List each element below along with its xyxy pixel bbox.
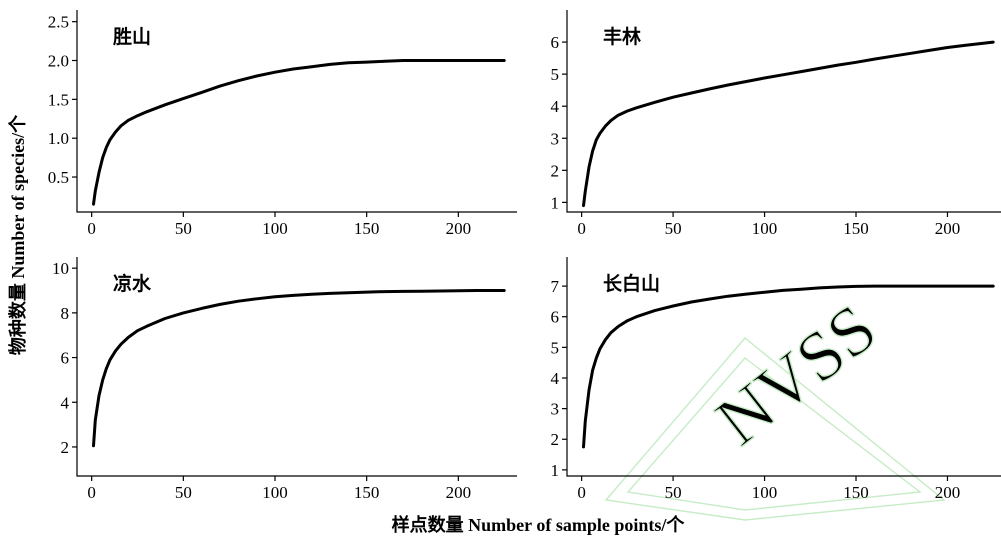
y-tick-label: 3 <box>551 400 560 419</box>
y-tick-label: 10 <box>52 259 69 278</box>
y-axis-title: 物种数量 Number of species/个 <box>7 114 28 355</box>
x-tick-label: 100 <box>262 483 288 502</box>
axis-spine <box>76 10 517 213</box>
y-tick-label: 4 <box>551 369 560 388</box>
x-tick-label: 100 <box>752 219 778 238</box>
y-tick-label: 3 <box>551 129 560 148</box>
x-tick-label: 50 <box>665 219 682 238</box>
x-tick-label: 200 <box>446 219 472 238</box>
y-tick-label: 1 <box>551 193 560 212</box>
y-tick-label: 6 <box>61 349 70 368</box>
panel-title: 长白山 <box>603 272 660 295</box>
x-tick-label: 0 <box>577 219 586 238</box>
x-tick-label: 50 <box>175 219 192 238</box>
y-tick-label: 2 <box>551 161 560 180</box>
y-tick-label: 2 <box>61 438 70 457</box>
y-tick-label: 5 <box>551 338 560 357</box>
x-tick-label: 0 <box>87 483 96 502</box>
chart-panel-1: 0 50 100 150 200 0.5 1.0 1.5 2.0 2.5 胜山 <box>48 10 517 238</box>
y-tick-label: 7 <box>551 277 560 296</box>
panel-title: 凉水 <box>113 272 152 295</box>
x-tick-label: 0 <box>577 483 586 502</box>
x-tick-label: 100 <box>752 483 778 502</box>
x-tick-label: 100 <box>262 219 288 238</box>
y-tick-label: 2 <box>551 430 560 449</box>
panel-title: 丰林 <box>603 25 641 48</box>
series-line-1 <box>582 284 995 449</box>
y-tick-label: 8 <box>61 304 70 323</box>
x-tick-label: 150 <box>354 483 380 502</box>
x-axis-title: 样点数量 Number of sample points/个 <box>392 514 686 535</box>
x-tick-label: 200 <box>446 483 472 502</box>
series-line-1 <box>92 59 506 206</box>
y-tick-label: 1.0 <box>48 129 69 148</box>
axis-spine <box>566 10 1001 213</box>
x-tick-label: 200 <box>935 219 961 238</box>
y-tick-label: 2.5 <box>48 13 69 32</box>
x-tick-label: 50 <box>175 483 192 502</box>
y-tick-label: 4 <box>61 393 70 412</box>
chart-panel-2: 0 50 100 150 200 1 2 3 4 5 6 丰林 <box>551 10 1001 238</box>
series-line-1 <box>582 40 995 208</box>
y-tick-label: 5 <box>551 65 560 84</box>
y-tick-label: 4 <box>551 97 560 116</box>
axis-spine <box>76 257 517 477</box>
x-tick-label: 50 <box>665 483 682 502</box>
y-tick-label: 2.0 <box>48 52 69 71</box>
x-tick-label: 150 <box>354 219 380 238</box>
chart-panel-4: 0 50 100 150 200 1 2 3 4 5 6 7 长白山 <box>551 257 1001 502</box>
y-tick-label: 0.5 <box>48 168 69 187</box>
panel-title: 胜山 <box>113 26 151 48</box>
x-tick-label: 150 <box>843 219 869 238</box>
y-tick-label: 1.5 <box>48 90 69 109</box>
y-tick-label: 6 <box>551 33 560 52</box>
x-tick-label: 150 <box>843 483 869 502</box>
y-tick-label: 1 <box>551 461 560 480</box>
x-tick-label: 200 <box>935 483 961 502</box>
x-tick-label: 0 <box>87 219 96 238</box>
series-line-1 <box>92 289 506 448</box>
y-tick-label: 6 <box>551 308 560 327</box>
axis-spine <box>566 257 1001 477</box>
chart-panel-3: 0 50 100 150 200 2 4 6 8 10 凉水 <box>52 257 517 502</box>
